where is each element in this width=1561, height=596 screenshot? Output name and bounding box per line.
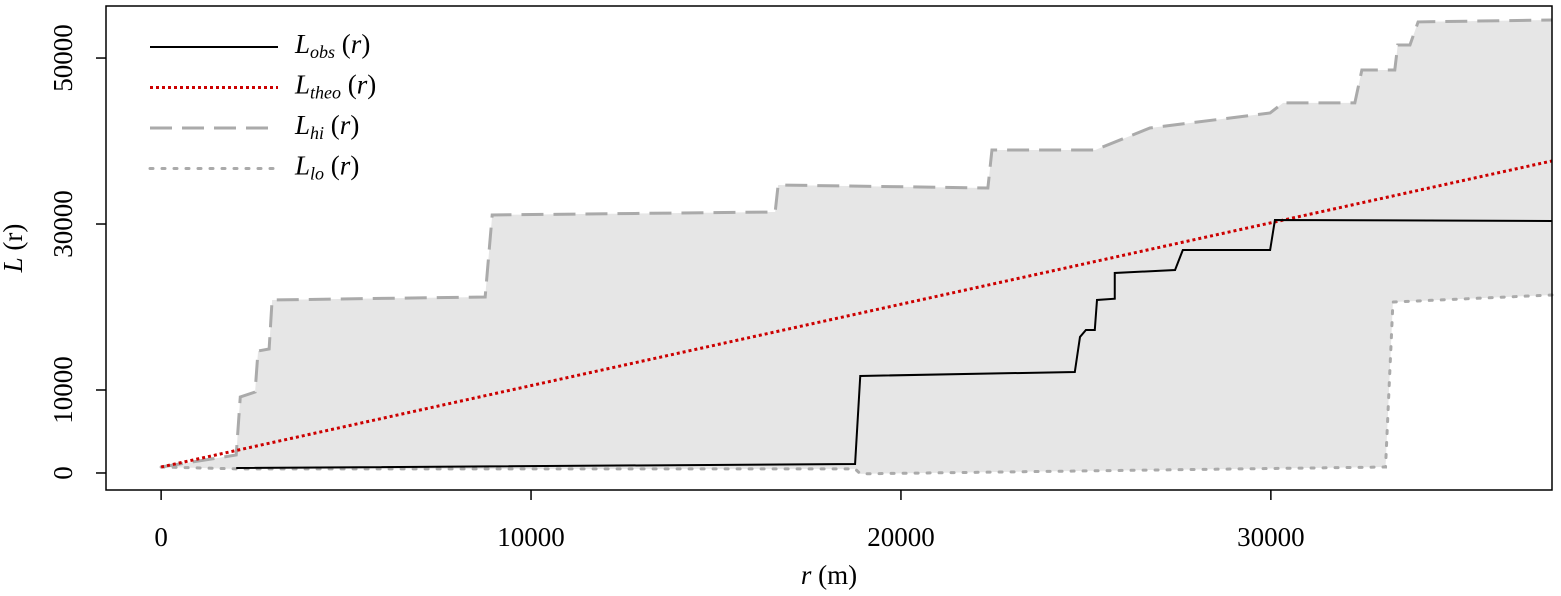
y-axis-label: L (r) <box>0 224 28 274</box>
series-line <box>236 218 1553 470</box>
legend-label: Ltheo (r) <box>294 70 376 103</box>
x-axis-label: r (m) <box>801 560 857 590</box>
x-tick-label: 20000 <box>867 522 935 552</box>
legend-label: Llo (r) <box>294 151 359 184</box>
legend-label: Lhi (r) <box>294 110 359 143</box>
envelope <box>161 19 1552 474</box>
x-tick-label: 10000 <box>497 522 565 552</box>
legend-label: Lobs (r) <box>294 29 370 62</box>
y-tick-label: 10000 <box>48 356 78 424</box>
y-tick-label: 30000 <box>48 190 78 258</box>
x-tick-label: 30000 <box>1237 522 1305 552</box>
y-tick-label: 0 <box>48 466 78 480</box>
x-tick-label: 0 <box>154 522 168 552</box>
series-line <box>159 293 1554 476</box>
y-tick-label: 50000 <box>48 24 78 92</box>
plot-frame <box>105 5 1553 491</box>
series-line <box>160 18 1553 469</box>
